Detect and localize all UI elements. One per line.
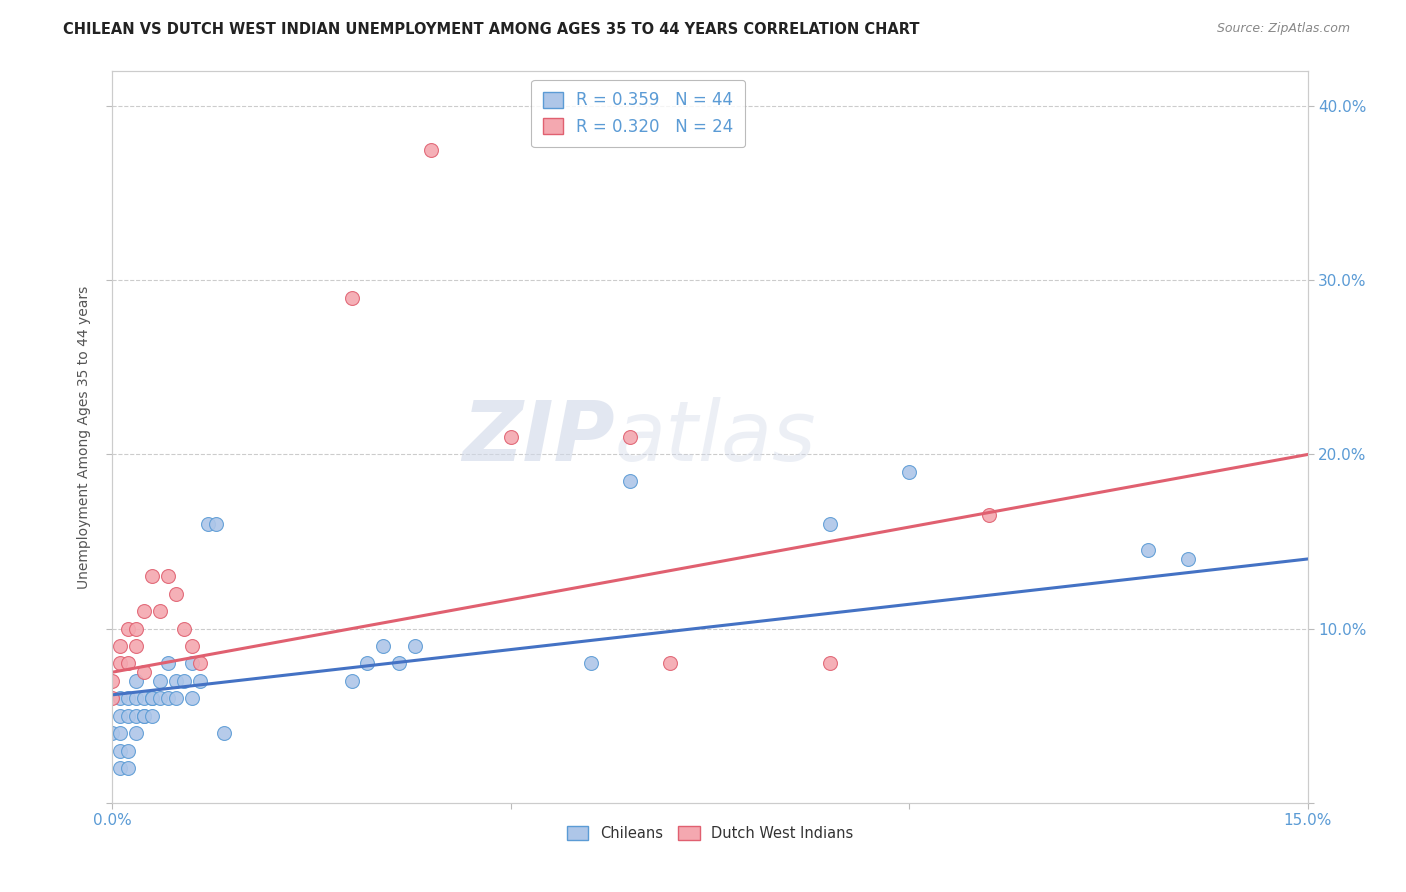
Point	[101, 691, 124, 706]
Point	[110, 691, 132, 706]
Point	[373, 639, 395, 653]
Legend: Chileans, Dutch West Indians: Chileans, Dutch West Indians	[561, 820, 859, 847]
Point	[212, 726, 235, 740]
Point	[110, 708, 132, 723]
Point	[117, 708, 139, 723]
Point	[340, 673, 363, 688]
Point	[340, 291, 363, 305]
Point	[110, 743, 132, 757]
Point	[659, 657, 682, 671]
Point	[404, 639, 426, 653]
Point	[165, 691, 187, 706]
Point	[173, 622, 195, 636]
Point	[499, 430, 522, 444]
Point	[101, 673, 124, 688]
Point	[165, 587, 187, 601]
Point	[117, 657, 139, 671]
Point	[165, 673, 187, 688]
Point	[141, 691, 163, 706]
Point	[197, 517, 219, 532]
Text: Source: ZipAtlas.com: Source: ZipAtlas.com	[1216, 22, 1350, 36]
Point	[579, 657, 602, 671]
Point	[125, 726, 148, 740]
Point	[110, 639, 132, 653]
Point	[101, 726, 124, 740]
Point	[125, 673, 148, 688]
Point	[149, 673, 172, 688]
Text: CHILEAN VS DUTCH WEST INDIAN UNEMPLOYMENT AMONG AGES 35 TO 44 YEARS CORRELATION : CHILEAN VS DUTCH WEST INDIAN UNEMPLOYMEN…	[63, 22, 920, 37]
Point	[188, 673, 211, 688]
Point	[110, 726, 132, 740]
Point	[818, 517, 841, 532]
Point	[1137, 543, 1160, 558]
Point	[117, 743, 139, 757]
Point	[110, 657, 132, 671]
Point	[134, 665, 156, 680]
Point	[188, 657, 211, 671]
Point	[117, 691, 139, 706]
Point	[134, 708, 156, 723]
Point	[157, 691, 180, 706]
Text: ZIP: ZIP	[461, 397, 614, 477]
Point	[141, 691, 163, 706]
Point	[134, 604, 156, 618]
Point	[181, 657, 204, 671]
Point	[173, 673, 195, 688]
Point	[181, 691, 204, 706]
Point	[125, 622, 148, 636]
Point	[1177, 552, 1199, 566]
Point	[134, 708, 156, 723]
Point	[134, 691, 156, 706]
Point	[141, 569, 163, 583]
Point	[619, 474, 641, 488]
Point	[181, 639, 204, 653]
Point	[619, 430, 641, 444]
Point	[117, 622, 139, 636]
Point	[388, 657, 411, 671]
Point	[149, 604, 172, 618]
Point	[205, 517, 228, 532]
Y-axis label: Unemployment Among Ages 35 to 44 years: Unemployment Among Ages 35 to 44 years	[77, 285, 91, 589]
Point	[117, 761, 139, 775]
Point	[157, 657, 180, 671]
Point	[125, 708, 148, 723]
Point	[157, 569, 180, 583]
Point	[420, 143, 443, 157]
Point	[125, 691, 148, 706]
Point	[110, 761, 132, 775]
Point	[898, 465, 921, 479]
Point	[356, 657, 378, 671]
Point	[977, 508, 1000, 523]
Point	[818, 657, 841, 671]
Point	[149, 691, 172, 706]
Text: atlas: atlas	[614, 397, 815, 477]
Point	[125, 639, 148, 653]
Point	[141, 708, 163, 723]
